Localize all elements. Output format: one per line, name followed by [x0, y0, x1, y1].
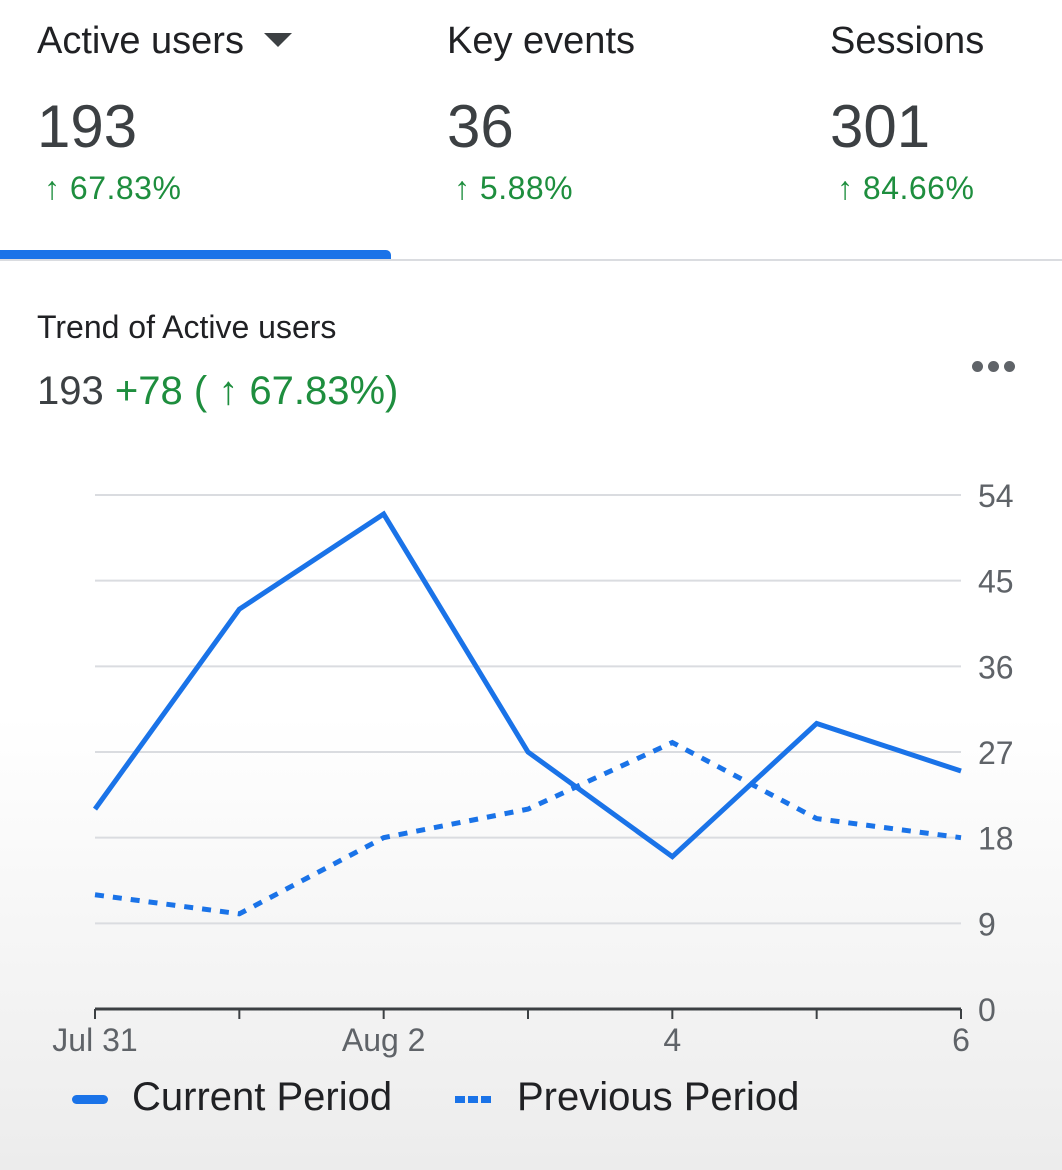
legend-label-current: Current Period [132, 1075, 393, 1119]
series-line-previous-period [94, 739, 962, 917]
y-tick-label: 9 [978, 906, 996, 942]
y-tick-label: 54 [978, 478, 1014, 514]
y-tick-label: 45 [978, 564, 1014, 600]
tab-sessions-value: 301 [830, 93, 931, 160]
legend-swatch-dashed [455, 1096, 491, 1103]
x-tick-label: 6 [952, 1022, 970, 1058]
active-tab-indicator [0, 250, 391, 259]
tab-sessions[interactable]: Sessions 301 ↑ 84.66% [810, 0, 1062, 260]
tab-sessions-title: Sessions [830, 20, 985, 62]
y-tick-label: 36 [978, 649, 1014, 685]
tab-active-users-title: Active users [37, 20, 292, 63]
y-tick-label: 0 [978, 992, 996, 1028]
dropdown-arrow-icon[interactable] [263, 32, 292, 47]
tab-active-users-change: ↑ 67.83% [44, 170, 182, 206]
x-tick-label: 4 [663, 1022, 681, 1058]
x-tick-label: Aug 2 [342, 1022, 426, 1058]
tabs-divider [0, 259, 1062, 261]
tab-key-events-change: ↑ 5.88% [454, 170, 574, 206]
trend-summary-value: 193 [37, 369, 104, 413]
metric-tabs: Active users 193 ↑ 67.83% Key events 36 … [0, 0, 1062, 262]
y-tick-label: 18 [978, 821, 1014, 857]
trend-summary-change: +78 ( ↑ 67.83%) [114, 369, 399, 413]
tab-active-users-label: Active users [37, 20, 244, 62]
y-tick-label: 27 [978, 735, 1014, 771]
tab-key-events-value: 36 [447, 93, 514, 160]
tab-key-events[interactable]: Key events 36 ↑ 5.88% [420, 0, 800, 260]
tab-active-users-value: 193 [37, 93, 138, 160]
tab-key-events-title: Key events [447, 20, 635, 62]
trend-card: Trend of Active users 193 +78 ( ↑ 67.83%… [0, 261, 1062, 1170]
trend-title: Trend of Active users [37, 309, 337, 345]
legend-label-previous: Previous Period [517, 1075, 800, 1119]
x-tick-label: Jul 31 [52, 1022, 137, 1058]
series-line-current-period [92, 510, 962, 860]
tab-active-users[interactable]: Active users 193 ↑ 67.83% [0, 0, 391, 260]
trend-summary: 193 +78 ( ↑ 67.83%) [37, 369, 398, 414]
tab-sessions-change: ↑ 84.66% [837, 170, 975, 206]
more-options-icon[interactable] [972, 359, 1024, 373]
legend-swatch-solid [72, 1095, 108, 1104]
